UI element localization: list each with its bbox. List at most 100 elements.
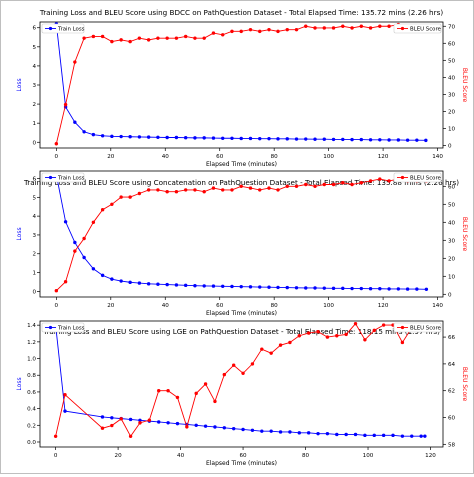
train-loss-point [381,433,386,438]
legend-bleu-score: BLEU Score [393,172,442,183]
y-right-axis-label: BLEU Score [461,68,468,103]
bleu-score-point [331,182,336,187]
chart-title: Training Loss and BLEU Score using BDCC … [39,8,443,17]
bleu-score-point [91,220,96,224]
bleu-score-point [147,418,152,422]
train-loss-point [194,423,198,428]
bleu-score-point [202,36,206,40]
train-loss-point [267,136,271,141]
y-left-tick-label: 3 [32,233,36,239]
train-loss-point [166,421,170,425]
train-loss-point [239,136,243,141]
legend-marker [48,325,53,330]
train-loss-point [91,132,96,137]
bleu-score-point [381,323,386,327]
bleu-score-point [368,26,373,30]
legend-marker [400,26,405,31]
train-loss-point [276,285,280,290]
y-left-tick-label: 0 [32,140,36,146]
bleu-score-point [146,188,151,192]
train-loss-point [202,284,206,288]
train-loss-point [415,287,419,291]
bleu-score-point [185,425,189,429]
y-left-axis-label: Loss [16,227,23,240]
y-left-tick-label: 2 [32,102,36,108]
legend-train-loss: Train Loss [41,322,85,333]
x-axis-label: Elapsed Time (minutes) [206,310,277,317]
train-loss-point [400,434,405,438]
train-loss-point [110,277,114,281]
train-loss-point [423,434,427,438]
legend-train-loss: Train Loss [41,23,85,34]
bleu-score-point [239,29,243,34]
train-loss-point [146,282,151,286]
train-loss-point [331,286,336,291]
series-line-train-loss [55,325,425,437]
train-loss-point [344,432,348,437]
legend-label: Train Loss [57,326,85,332]
plot-frame [39,21,444,149]
train-loss-point [359,286,364,291]
train-loss-point [350,137,354,142]
y-right-tick-label: 60 [448,41,456,47]
bleu-score-point [156,36,160,40]
y-right-tick-label: 0 [448,292,452,298]
bleu-score-point [294,27,299,32]
x-tick-label: 20 [115,453,123,459]
bleu-score-point [269,351,273,355]
chart-2: Training Loss and BLEU Score using Conca… [16,170,468,317]
legend-bleu-score: BLEU Score [393,322,442,333]
y-right-tick-label: 50 [448,58,456,64]
y-left-tick-label: 1 [32,121,36,127]
train-loss-point [128,417,133,422]
train-loss-point [391,433,395,438]
y-left-tick-label: 6 [32,26,36,32]
bleu-score-point [211,186,216,190]
train-loss-point [128,280,132,285]
bleu-score-point [194,391,198,396]
train-loss-point [396,138,401,142]
train-loss-point [100,273,105,278]
bleu-score-point [313,26,317,30]
y-right-tick-label: 64 [448,362,456,368]
train-loss-point [363,433,367,438]
train-loss-point [335,432,339,437]
bleu-score-point [128,434,133,438]
train-loss-point [359,137,364,142]
y-right-tick-label: 0 [448,143,452,149]
bleu-score-point [285,27,289,32]
train-loss-point [372,433,376,438]
bleu-score-point [63,280,68,284]
bleu-score-point [165,36,169,40]
y-left-tick-label: 4 [32,64,36,70]
bleu-score-point [230,188,234,192]
train-loss-point [193,284,197,288]
x-tick-label: 100 [323,154,334,160]
train-loss-point [267,285,271,289]
train-loss-point [313,137,317,141]
train-loss-point [304,286,308,290]
bleu-score-point [344,332,348,337]
bleu-score-point [378,24,382,28]
legend-label: Train Loss [57,27,85,33]
train-loss-point [322,137,326,141]
bleu-score-point [378,177,382,181]
x-tick-label: 20 [107,303,115,309]
train-loss-point [156,282,160,286]
train-loss-point [213,425,217,429]
train-loss-point [378,287,382,291]
train-loss-point [222,426,227,430]
legend-marker [48,175,53,180]
legend-box [393,322,442,333]
x-tick-label: 20 [107,154,115,160]
bleu-score-point [231,363,236,367]
train-loss-point [368,138,373,142]
y-left-tick-label: 3 [32,83,36,89]
bleu-score-point [341,24,345,28]
bleu-score-point [322,182,326,187]
bleu-score-point [54,289,59,293]
train-loss-point [221,136,225,140]
y-right-tick-label: 58 [448,442,456,448]
train-loss-point [128,135,132,139]
